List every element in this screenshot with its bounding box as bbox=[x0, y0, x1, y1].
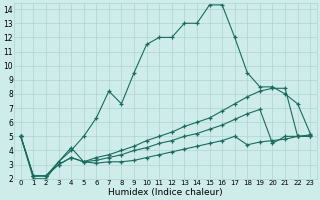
X-axis label: Humidex (Indice chaleur): Humidex (Indice chaleur) bbox=[108, 188, 223, 197]
